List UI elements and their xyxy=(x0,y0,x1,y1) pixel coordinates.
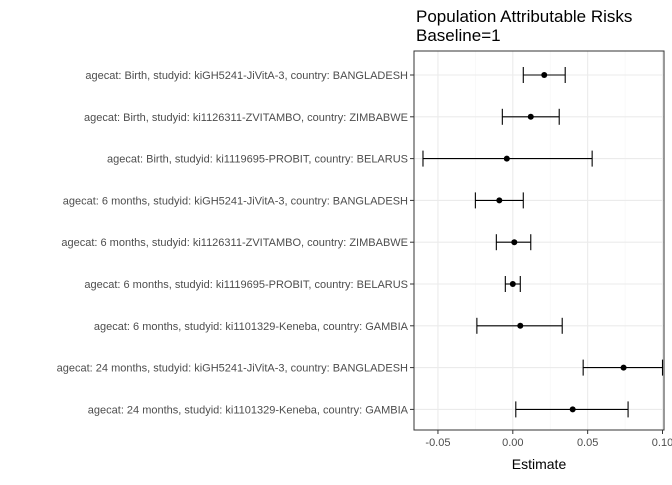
y-tick-label: agecat: Birth, studyid: kiGH5241-JiVitA-… xyxy=(85,70,408,82)
errorbar-row-6 xyxy=(504,276,521,292)
errorbar-row-5 xyxy=(495,234,532,251)
estimate-point xyxy=(503,155,510,162)
errorbar-row-1 xyxy=(522,67,566,83)
panel-border xyxy=(413,50,665,431)
plot-panel-background xyxy=(414,51,664,430)
estimate-point xyxy=(496,197,503,204)
errorbar-row-2 xyxy=(501,108,560,125)
x-tick-label: -0.05 xyxy=(425,437,450,449)
x-axis-title: Estimate xyxy=(512,456,567,472)
y-tick-label: agecat: 24 months, studyid: kiGH5241-JiV… xyxy=(57,363,408,375)
plot-panel-border xyxy=(413,50,665,431)
y-tick-label: agecat: Birth, studyid: ki1119695-PROBIT… xyxy=(107,154,408,166)
y-tick-label: agecat: 6 months, studyid: ki1119695-PRO… xyxy=(84,279,408,291)
estimate-point xyxy=(511,239,518,246)
y-tick-label: agecat: 6 months, studyid: ki1126311-ZVI… xyxy=(61,237,408,249)
x-tick-label: 0.05 xyxy=(577,437,598,449)
y-tick-label: agecat: Birth, studyid: ki1126311-ZVITAM… xyxy=(84,112,408,124)
errorbar-row-9 xyxy=(515,401,629,418)
estimate-point xyxy=(620,364,627,371)
y-axis: agecat: Birth, studyid: kiGH5241-JiVitA-… xyxy=(57,70,414,416)
y-tick-label: agecat: 6 months, studyid: ki1101329-Ken… xyxy=(94,321,409,333)
data-marks xyxy=(422,67,664,418)
estimate-point xyxy=(509,281,516,287)
y-tick-label: agecat: 6 months, studyid: kiGH5241-JiVi… xyxy=(63,195,408,207)
errorbar-row-4 xyxy=(474,192,524,209)
y-tick-label: agecat: 24 months, studyid: ki1101329-Ke… xyxy=(88,404,409,416)
x-tick-label: 0.00 xyxy=(502,437,523,449)
estimate-point xyxy=(541,72,548,78)
errorbar-row-3 xyxy=(422,150,593,167)
estimate-point xyxy=(527,113,534,120)
plot-panel xyxy=(414,51,664,430)
chart-title-line-1: Population Attributable Risks xyxy=(416,7,632,26)
chart-title-line-2: Baseline=1 xyxy=(416,26,501,45)
errorbar-row-7 xyxy=(476,317,563,334)
estimate-point xyxy=(569,406,576,413)
x-tick-label: 0.10 xyxy=(652,437,672,449)
x-axis: -0.05 0.00 0.05 0.10 xyxy=(425,430,672,449)
estimate-point xyxy=(517,322,524,329)
errorbar-row-8 xyxy=(582,359,664,376)
